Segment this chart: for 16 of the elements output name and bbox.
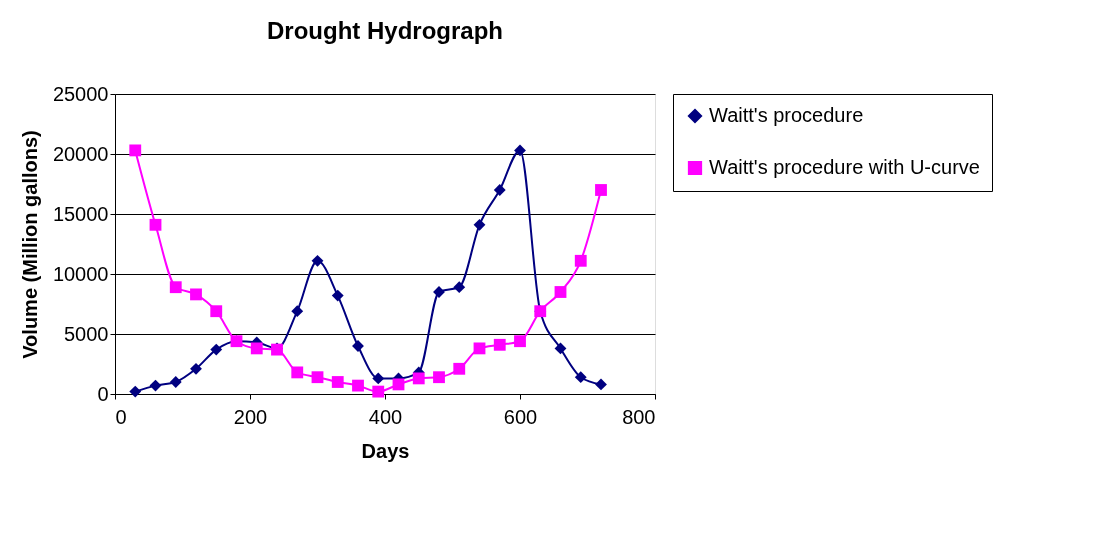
- x-tick-label: 0: [115, 405, 127, 428]
- y-tick-label: 10000: [52, 262, 109, 285]
- legend-label: Waitt's procedure with U-curve: [709, 156, 980, 178]
- x-tick-label: 600: [503, 405, 538, 428]
- legend-label: Waitt's procedure: [709, 104, 864, 126]
- x-tick-label: 400: [368, 405, 403, 428]
- y-tick-label: 5000: [64, 322, 109, 345]
- y-axis-title: Volume (Million gallons): [18, 130, 41, 359]
- x-tick-label: 200: [233, 405, 268, 428]
- y-tick-label: 15000: [52, 202, 109, 225]
- y-tick-label: 25000: [52, 82, 109, 105]
- x-tick-label: 800: [622, 405, 656, 428]
- x-axis-title: Days: [361, 439, 410, 462]
- chart-title: Drought Hydrograph: [267, 17, 503, 44]
- y-tick-label: 0: [97, 382, 109, 405]
- y-tick-label: 20000: [52, 142, 109, 165]
